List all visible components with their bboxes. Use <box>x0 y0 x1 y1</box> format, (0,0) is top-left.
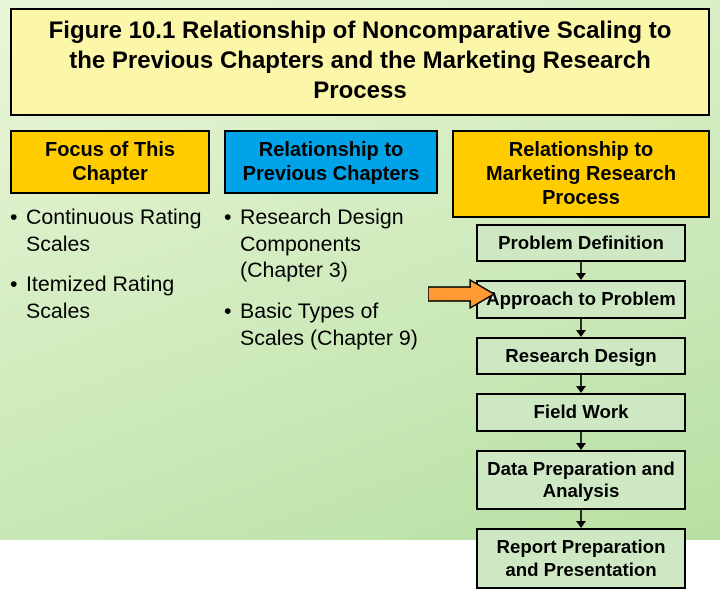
slide: Figure 10.1 Relationship of Noncomparati… <box>0 0 720 540</box>
down-arrow-icon <box>575 510 587 528</box>
bullet-text: Basic Types of Scales (Chapter 9) <box>240 298 438 351</box>
list-item: •Itemized Rating Scales <box>10 271 210 324</box>
bullet-dot: • <box>224 298 240 351</box>
bullet-text: Research Design Components (Chapter 3) <box>240 204 438 284</box>
bullet-text: Itemized Rating Scales <box>26 271 210 324</box>
header-process: Relationship to Marketing Research Proce… <box>452 130 710 218</box>
header-previous-text: Relationship to Previous Chapters <box>243 139 420 185</box>
process-step: Research Design <box>476 337 686 375</box>
header-focus-text: Focus of This Chapter <box>45 139 175 185</box>
process-step: Data Preparation and Analysis <box>476 450 686 511</box>
previous-bullets: •Research Design Components (Chapter 3)•… <box>224 204 438 365</box>
bullet-dot: • <box>224 204 240 284</box>
list-item: •Research Design Components (Chapter 3) <box>224 204 438 284</box>
process-step: Approach to Problem <box>476 280 686 318</box>
bullet-text: Continuous Rating Scales <box>26 204 210 257</box>
header-focus: Focus of This Chapter <box>10 130 210 194</box>
column-previous: Relationship to Previous Chapters •Resea… <box>224 130 438 589</box>
columns-region: Focus of This Chapter •Continuous Rating… <box>10 130 710 589</box>
column-process: Relationship to Marketing Research Proce… <box>452 130 710 589</box>
column-focus: Focus of This Chapter •Continuous Rating… <box>10 130 210 589</box>
down-arrow-icon <box>575 319 587 337</box>
process-step: Problem Definition <box>476 224 686 262</box>
down-arrow-icon <box>575 262 587 280</box>
figure-title: Figure 10.1 Relationship of Noncomparati… <box>10 8 710 116</box>
down-arrow-icon <box>575 375 587 393</box>
bullet-dot: • <box>10 204 26 257</box>
process-step: Report Preparation and Presentation <box>476 528 686 589</box>
list-item: •Basic Types of Scales (Chapter 9) <box>224 298 438 351</box>
header-previous: Relationship to Previous Chapters <box>224 130 438 194</box>
figure-title-text: Figure 10.1 Relationship of Noncomparati… <box>49 17 672 104</box>
list-item: •Continuous Rating Scales <box>10 204 210 257</box>
down-arrow-icon <box>575 432 587 450</box>
arrow-to-research-design <box>428 278 496 315</box>
process-step: Field Work <box>476 393 686 431</box>
header-process-text: Relationship to Marketing Research Proce… <box>486 139 676 209</box>
bullet-dot: • <box>10 271 26 324</box>
focus-bullets: •Continuous Rating Scales•Itemized Ratin… <box>10 204 210 339</box>
